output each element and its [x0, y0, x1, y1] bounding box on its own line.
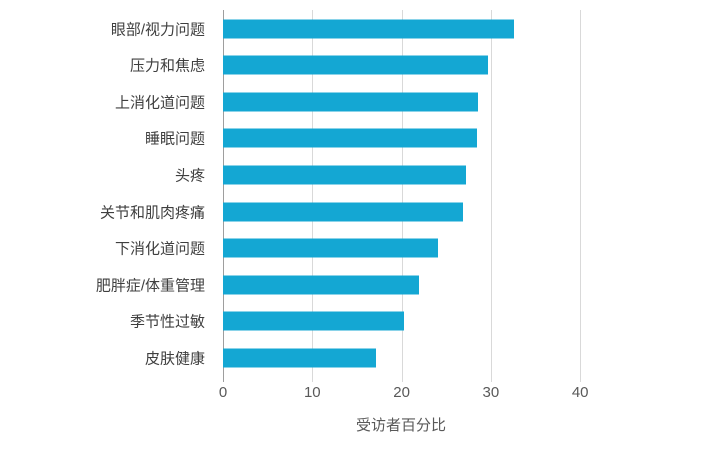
bar-row: 下消化道问题 — [0, 230, 711, 267]
x-tick-label: 40 — [571, 384, 589, 401]
category-label: 睡眠问题 — [144, 130, 205, 148]
gridline — [490, 10, 492, 382]
category-label: 皮肤健康 — [144, 350, 205, 368]
bar — [223, 238, 439, 258]
gridline — [312, 10, 314, 382]
bar-row: 眼部/视力问题 — [0, 10, 711, 47]
bar — [223, 128, 477, 148]
x-tick-label: 0 — [218, 384, 228, 401]
bar — [223, 165, 466, 185]
category-label: 压力和焦虑 — [129, 57, 205, 75]
bar — [223, 55, 489, 75]
category-label: 下消化道问题 — [114, 240, 205, 258]
bar-row: 肥胖症/体重管理 — [0, 266, 711, 303]
bar — [223, 275, 420, 295]
x-tick-label: 10 — [303, 384, 321, 401]
bar — [223, 202, 464, 221]
bar — [223, 19, 515, 38]
bar-row: 皮肤健康 — [0, 339, 711, 376]
gridline — [401, 10, 403, 382]
x-tick-label: 30 — [482, 384, 500, 401]
bar — [223, 348, 376, 368]
bar-row: 睡眠问题 — [0, 120, 711, 157]
category-label: 肥胖症/体重管理 — [95, 277, 205, 295]
zero-axis-line — [223, 10, 224, 382]
x-axis-title: 受访者百分比 — [355, 417, 447, 434]
category-label: 上消化道问题 — [114, 94, 205, 112]
category-label: 季节性过敏 — [129, 313, 205, 331]
bar-row: 季节性过敏 — [0, 303, 711, 340]
bar-row: 头疼 — [0, 156, 711, 193]
bar-row: 压力和焦虑 — [0, 47, 711, 84]
category-label: 头疼 — [174, 167, 205, 185]
bar — [223, 311, 405, 331]
category-label: 关节和肌肉疼痛 — [99, 204, 205, 221]
bar-row: 关节和肌肉疼痛 — [0, 193, 711, 230]
bar — [223, 92, 478, 112]
bar-row: 上消化道问题 — [0, 83, 711, 120]
category-label: 眼部/视力问题 — [110, 21, 205, 38]
gridline — [580, 10, 582, 382]
x-tick-label: 20 — [393, 384, 410, 401]
